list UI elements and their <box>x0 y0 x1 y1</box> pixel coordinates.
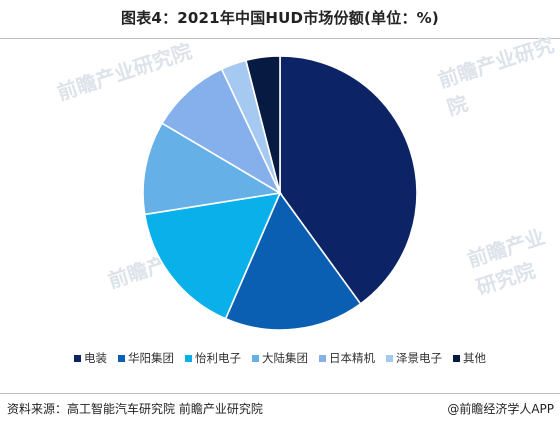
pie-slice-4 <box>142 122 283 216</box>
chart-legend: 电装 华阳集团 怡利电子 大陆集团 日本精机 泽景电子 其他 <box>0 350 560 366</box>
legend-item: 华阳集团 <box>118 350 174 366</box>
legend-swatch <box>185 354 192 362</box>
legend-item: 电装 <box>74 350 107 366</box>
footer-divider <box>0 393 560 394</box>
pie-slice-5 <box>160 67 282 196</box>
legend-label: 大陆集团 <box>262 351 308 365</box>
legend-label: 日本精机 <box>329 351 375 365</box>
legend-swatch <box>74 354 81 362</box>
legend-swatch <box>386 354 393 362</box>
legend-label: 华阳集团 <box>128 351 174 365</box>
legend-item: 其他 <box>453 350 486 366</box>
pie-slice-1 <box>279 55 418 305</box>
legend-item: 大陆集团 <box>252 350 308 366</box>
source-note: 资料来源：高工智能汽车研究院 前瞻产业研究院 <box>7 402 263 416</box>
legend-item: 日本精机 <box>319 350 375 366</box>
legend-label: 怡利电子 <box>195 351 241 365</box>
pie-slice-2 <box>224 191 362 331</box>
legend-item: 怡利电子 <box>185 350 241 366</box>
brand-credit: @前瞻经济学人APP <box>447 402 554 416</box>
pie-slice-3 <box>143 191 282 320</box>
legend-swatch <box>118 354 125 362</box>
legend-swatch <box>453 354 460 362</box>
legend-item: 泽景电子 <box>386 350 442 366</box>
pie-slice-7 <box>244 55 281 194</box>
chart-title: 图表4：2021年中国HUD市场份额(单位：%) <box>121 9 439 27</box>
pie-slices <box>142 55 418 331</box>
title-divider <box>0 38 560 39</box>
legend-label: 电装 <box>84 351 107 365</box>
legend-label: 泽景电子 <box>396 351 442 365</box>
legend-swatch <box>319 354 326 362</box>
legend-label: 其他 <box>463 351 486 365</box>
legend-swatch <box>252 354 259 362</box>
